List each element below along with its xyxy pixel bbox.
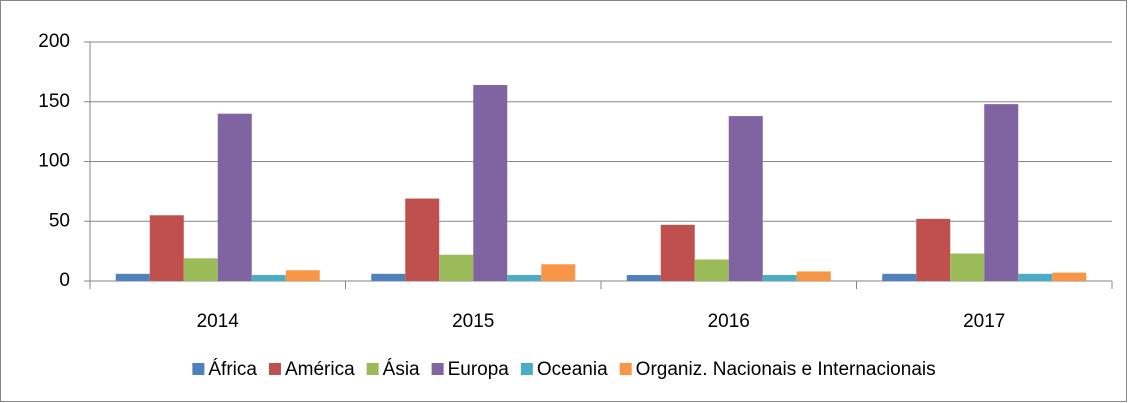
bar xyxy=(950,253,985,281)
legend-swatch xyxy=(520,363,533,375)
x-tick-label: 2015 xyxy=(452,311,494,332)
bar xyxy=(984,104,1019,281)
legend-label: Organiz. Nacionais e Internacionais xyxy=(636,359,936,380)
legend-label: África xyxy=(208,359,257,380)
bar xyxy=(183,258,218,281)
bar xyxy=(285,270,320,281)
bar xyxy=(728,116,763,281)
bar xyxy=(473,85,508,282)
y-tick-label: 100 xyxy=(38,151,70,172)
legend-swatch xyxy=(619,363,632,375)
y-tick-label: 0 xyxy=(59,270,70,291)
bar xyxy=(371,273,406,281)
legend-label: Europa xyxy=(448,359,510,380)
bar xyxy=(439,254,474,281)
bar xyxy=(149,215,184,281)
legend-label: Oceania xyxy=(537,359,608,380)
bar xyxy=(796,271,831,281)
bar xyxy=(541,264,576,281)
bar xyxy=(1052,272,1087,281)
bar xyxy=(405,198,440,281)
legend-swatch xyxy=(431,363,444,375)
bar xyxy=(115,273,150,281)
bar xyxy=(882,273,917,281)
bar xyxy=(660,224,695,281)
x-tick-label: 2017 xyxy=(963,311,1005,332)
bar xyxy=(251,275,286,281)
legend-swatch xyxy=(192,363,205,375)
y-tick-label: 200 xyxy=(38,31,70,52)
y-tick-label: 150 xyxy=(38,91,70,112)
x-tick-label: 2014 xyxy=(197,311,240,332)
bar xyxy=(217,113,252,281)
legend-swatch xyxy=(366,363,379,375)
bar xyxy=(762,275,797,281)
legend-label: Ásia xyxy=(383,359,420,380)
legend-swatch xyxy=(268,363,281,375)
legend-label: América xyxy=(285,359,355,380)
x-tick-label: 2016 xyxy=(708,311,750,332)
bar xyxy=(626,275,661,281)
bar xyxy=(1018,273,1053,281)
bar xyxy=(507,275,542,281)
y-tick-label: 50 xyxy=(49,210,70,231)
bar xyxy=(916,218,951,281)
bar xyxy=(694,259,729,281)
